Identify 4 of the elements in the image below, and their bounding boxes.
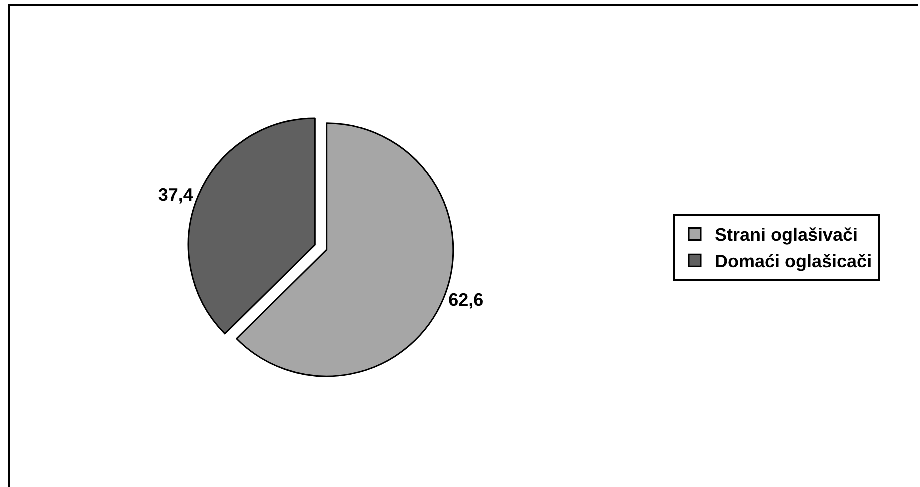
data-label: 62,6 (448, 290, 484, 310)
legend-label: Domaći oglašicači (715, 252, 872, 272)
data-label: 37,4 (158, 184, 194, 205)
legend-label: Strani oglašivači (715, 225, 858, 246)
